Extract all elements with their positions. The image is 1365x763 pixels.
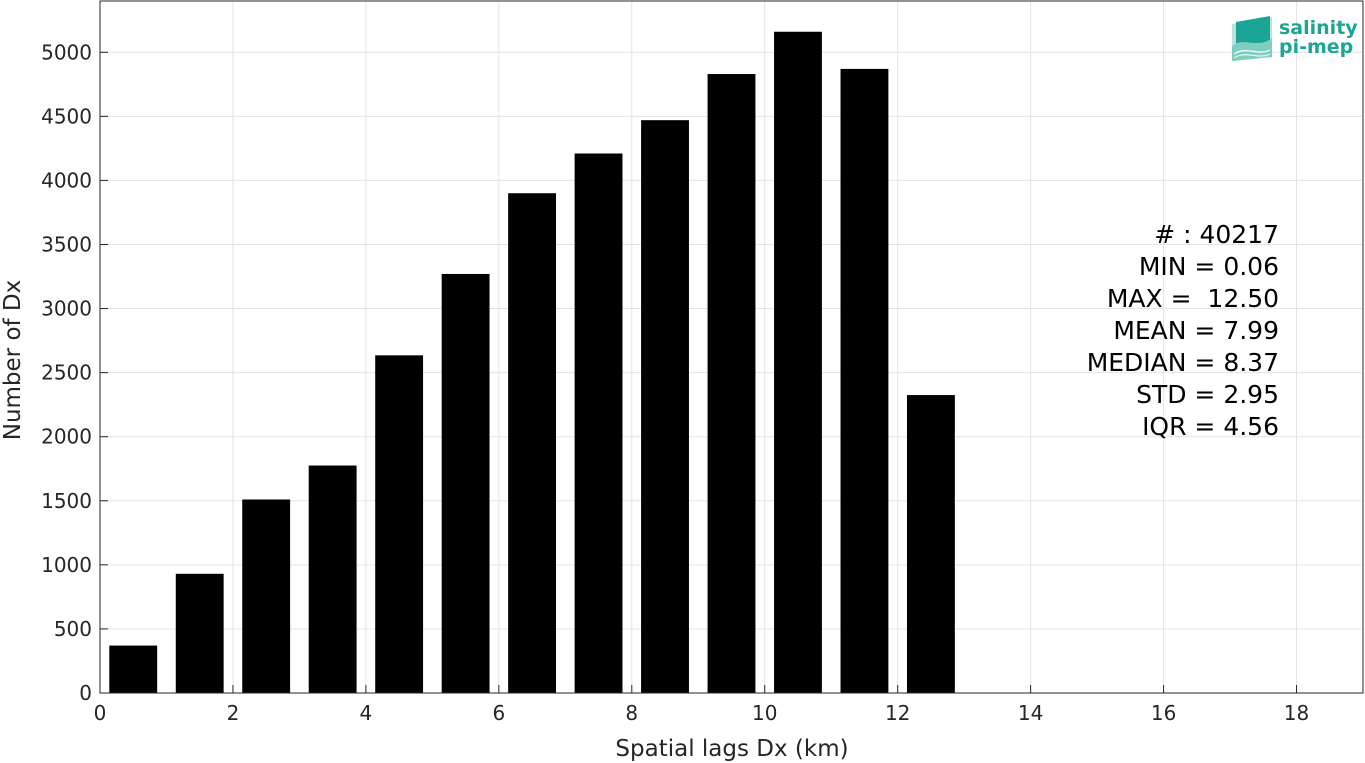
x-tick-label: 16 xyxy=(1151,701,1176,725)
logo-text-line2: pi-mep xyxy=(1279,36,1353,58)
y-tick-label: 2000 xyxy=(41,425,92,449)
stat-line: IQR = 4.56 xyxy=(1142,412,1279,441)
histogram-bar xyxy=(175,573,224,693)
x-tick-label: 8 xyxy=(625,701,638,725)
histogram-bar xyxy=(574,153,623,694)
tick-marks xyxy=(99,51,1298,694)
plot-frame xyxy=(99,0,1364,694)
histogram-bar xyxy=(441,273,490,693)
x-tick-label: 12 xyxy=(885,701,910,725)
y-tick-label: 1000 xyxy=(41,553,92,577)
y-tick-label: 2500 xyxy=(41,361,92,385)
histogram-bar xyxy=(109,645,158,693)
x-tick-label: 14 xyxy=(1018,701,1043,725)
bars xyxy=(109,31,955,694)
y-tick-label: 500 xyxy=(54,617,92,641)
logo-wave-icon xyxy=(1232,16,1272,61)
y-tick-labels: 0 500 1000 1500 2000 2500 3000 3500 4000 4500 5000 xyxy=(41,40,92,705)
histogram-bar xyxy=(242,499,291,693)
y-axis-label: Number of Dx xyxy=(0,280,26,441)
y-tick-label: 4000 xyxy=(41,168,92,192)
logo-text-line1: salinity xyxy=(1279,17,1358,39)
salinity-pi-mep-logo: salinity pi-mep xyxy=(1232,16,1358,61)
stat-line: MAX = 12.50 xyxy=(1107,284,1279,313)
statistics-annotation: # : 40217 MIN = 0.06 MAX = 12.50 MEAN = 7.9… xyxy=(1087,220,1279,441)
stat-line: STD = 2.95 xyxy=(1136,380,1279,409)
histogram-bar xyxy=(774,31,822,694)
stat-line: MEDIAN = 8.37 xyxy=(1087,348,1279,377)
x-axis-label: Spatial lags Dx (km) xyxy=(615,736,848,762)
x-tick-label: 0 xyxy=(94,701,107,725)
x-tick-label: 2 xyxy=(227,701,240,725)
x-tick-label: 10 xyxy=(752,701,777,725)
stat-line: MEAN = 7.99 xyxy=(1113,316,1279,345)
y-tick-label: 3500 xyxy=(41,232,92,256)
x-tick-label: 4 xyxy=(360,701,373,725)
histogram-bar xyxy=(375,355,424,693)
histogram-bar xyxy=(906,395,955,693)
histogram-bar xyxy=(641,120,689,693)
y-tick-label: 3000 xyxy=(41,297,92,321)
x-tick-label: 18 xyxy=(1284,701,1309,725)
y-tick-label: 4500 xyxy=(41,104,92,128)
x-tick-labels: 0 2 4 6 8 10 12 14 16 18 xyxy=(94,701,1310,725)
y-tick-label: 0 xyxy=(79,681,92,705)
y-tick-label: 1500 xyxy=(41,489,92,513)
stat-line: MIN = 0.06 xyxy=(1139,252,1279,281)
histogram-bar xyxy=(508,193,557,693)
x-tick-label: 6 xyxy=(492,701,505,725)
histogram-bar xyxy=(840,68,889,693)
stat-line: # : 40217 xyxy=(1154,220,1279,249)
y-tick-label: 5000 xyxy=(41,40,92,64)
histogram-bar xyxy=(707,74,756,694)
histogram-bar xyxy=(308,465,357,693)
